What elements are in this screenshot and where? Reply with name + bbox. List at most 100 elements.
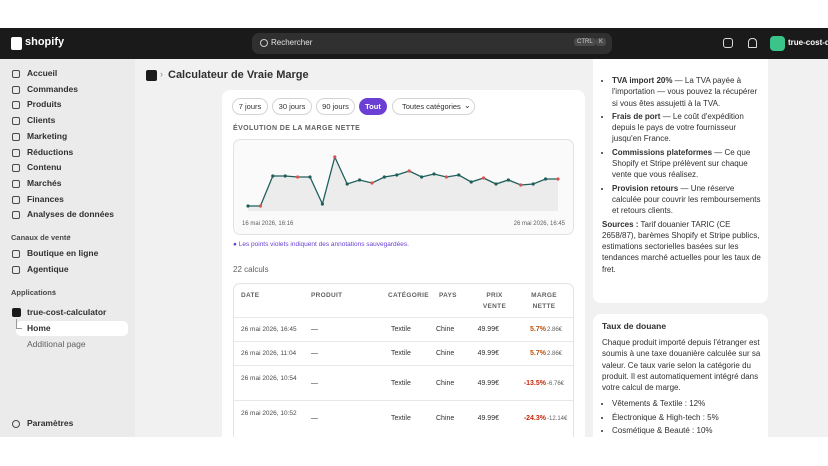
chevron: › (68, 232, 71, 241)
nav-icon (12, 265, 20, 274)
bullet-text: — Ce que Shopify et Stripe prélèvent sur… (612, 147, 751, 180)
sidebar: Accueil Commandes Produits Clients Marketing… (0, 59, 135, 437)
cell: — (311, 350, 318, 357)
chart-title: ÉVOLUTION DE LA MARGE NETTE (233, 125, 361, 132)
chart: 16 mai 2026, 16:16 26 mai 2026, 16:45 (242, 155, 566, 227)
store-name[interactable]: true-cost-de (788, 38, 828, 47)
cell: -6.76€ (547, 380, 565, 387)
cell: — (311, 326, 318, 333)
column-header: PAYS (439, 292, 457, 299)
point (370, 181, 374, 185)
cell: Chine (436, 414, 455, 422)
cell: 49.99€ (477, 414, 499, 422)
nav-item[interactable]: Paramètres (27, 418, 74, 428)
cell: Chine (436, 350, 455, 357)
logo-icon (11, 37, 22, 50)
point (283, 174, 287, 178)
area (248, 157, 558, 211)
nav-item[interactable]: Finances (27, 193, 64, 204)
nav-item[interactable]: Analyses de données (27, 209, 114, 220)
bullet-text: — Le coût d'expédition depuis le pays de… (612, 111, 744, 144)
nav-item[interactable]: Produits (27, 99, 62, 110)
cell: Chine (436, 379, 455, 387)
avatar[interactable] (770, 36, 785, 51)
cell: 5.7% (530, 350, 546, 357)
cell: 26 mai 2026, 11:04 (241, 350, 297, 357)
cell: Textile (391, 326, 411, 333)
point (407, 169, 411, 173)
customs-card: Taux de douane Chaque produit importé dep… (593, 314, 768, 437)
point (531, 182, 535, 186)
sources-text: Tarif douanier TARIC (CE 2658/87), barèm… (602, 219, 761, 274)
column-header: PRIX VENTE (482, 292, 507, 310)
bullet: Frais de port — Le coût d'expédition dep… (612, 111, 762, 145)
point (457, 173, 461, 177)
period-button[interactable]: Tout (359, 98, 387, 115)
period-button[interactable]: 30 jours (272, 98, 312, 115)
nav-icon (12, 195, 20, 204)
bullet-term: Provision retours (612, 183, 679, 193)
bell-icon[interactable] (748, 38, 757, 48)
rate-list: Vêtements & Textile : 12%Électronique & … (602, 397, 762, 437)
x-start-label: 16 mai 2026, 16:16 (242, 221, 294, 227)
cell: — (311, 414, 318, 422)
point (494, 182, 498, 186)
cell: Textile (391, 379, 411, 387)
customs-text: Chaque produit importé depuis l'étranger… (602, 337, 762, 437)
nav-icon (12, 211, 20, 220)
main-card: 7 jours 30 jours 90 jours Tout Toutes catégo… (222, 90, 585, 437)
logo[interactable]: shopify (25, 36, 65, 48)
app-page[interactable]: Additional page (27, 339, 86, 349)
column-header: MARGE NETTE (531, 292, 557, 310)
nav-item[interactable]: Clients (27, 115, 56, 126)
period-button[interactable]: 90 jours (316, 98, 355, 115)
point (544, 177, 548, 181)
nav-icon (12, 70, 20, 78)
bullet-term: TVA import 20% (612, 76, 673, 85)
app-page[interactable]: Home (27, 323, 51, 333)
nav-icon (12, 250, 20, 258)
chart-note: ● Les points violets indiquent des annot… (233, 241, 409, 248)
nav-icon (12, 179, 20, 188)
nav-item[interactable]: Commandes (27, 83, 79, 94)
app-item[interactable]: true-cost-calculator (27, 307, 107, 317)
nav-icon (12, 132, 20, 141)
nav-item[interactable]: Réductions (27, 146, 74, 157)
cell: 2.86€ (547, 351, 563, 357)
cell: 26 mai 2026, 16:45 (241, 326, 297, 333)
nav-item[interactable]: Marketing (27, 130, 68, 141)
point (519, 183, 523, 187)
sources: Sources : Tarif douanier TARIC (CE 2658/… (602, 219, 762, 275)
breadcrumb-sep: › (160, 69, 163, 79)
point (258, 204, 262, 208)
period-button[interactable]: 7 jours (232, 98, 268, 115)
info-text: TVA import 20% — La TVA payée à l'import… (602, 75, 762, 275)
row-divider (234, 317, 573, 318)
nav-item[interactable]: Boutique en ligne (27, 248, 99, 258)
store-icon[interactable] (723, 38, 733, 48)
customs-paragraph: Chaque produit importé depuis l'étranger… (602, 338, 761, 393)
cell: Chine (436, 326, 455, 333)
point (395, 173, 399, 177)
shortcut-key: CTRL (574, 38, 596, 46)
nav-icon (12, 101, 20, 110)
point (444, 175, 448, 179)
count: 22 calculs (233, 265, 269, 274)
nav-item[interactable]: Contenu (27, 162, 62, 173)
page-title: Calculateur de Vraie Marge (168, 69, 309, 81)
nav-item[interactable]: Accueil (27, 68, 58, 78)
search-box[interactable]: Rechercher CTRL K (252, 33, 612, 54)
category-select[interactable]: Toutes catégories (392, 98, 475, 115)
nav-item[interactable]: Agentique (27, 263, 69, 274)
point (420, 175, 424, 179)
line (248, 155, 558, 207)
rate: Électronique & High-tech : 5% (612, 411, 762, 425)
bullet-term: Frais de port (612, 111, 661, 121)
cell: Textile (391, 414, 411, 422)
section-title: Canaux de vente (11, 233, 71, 242)
nav-item[interactable]: Marchés (27, 177, 62, 188)
nav-icon (12, 117, 20, 126)
point (482, 176, 486, 180)
table: DATE PRODUIT CATÉGORIE PAYS PRIX VENTE MARGE … (233, 283, 574, 437)
